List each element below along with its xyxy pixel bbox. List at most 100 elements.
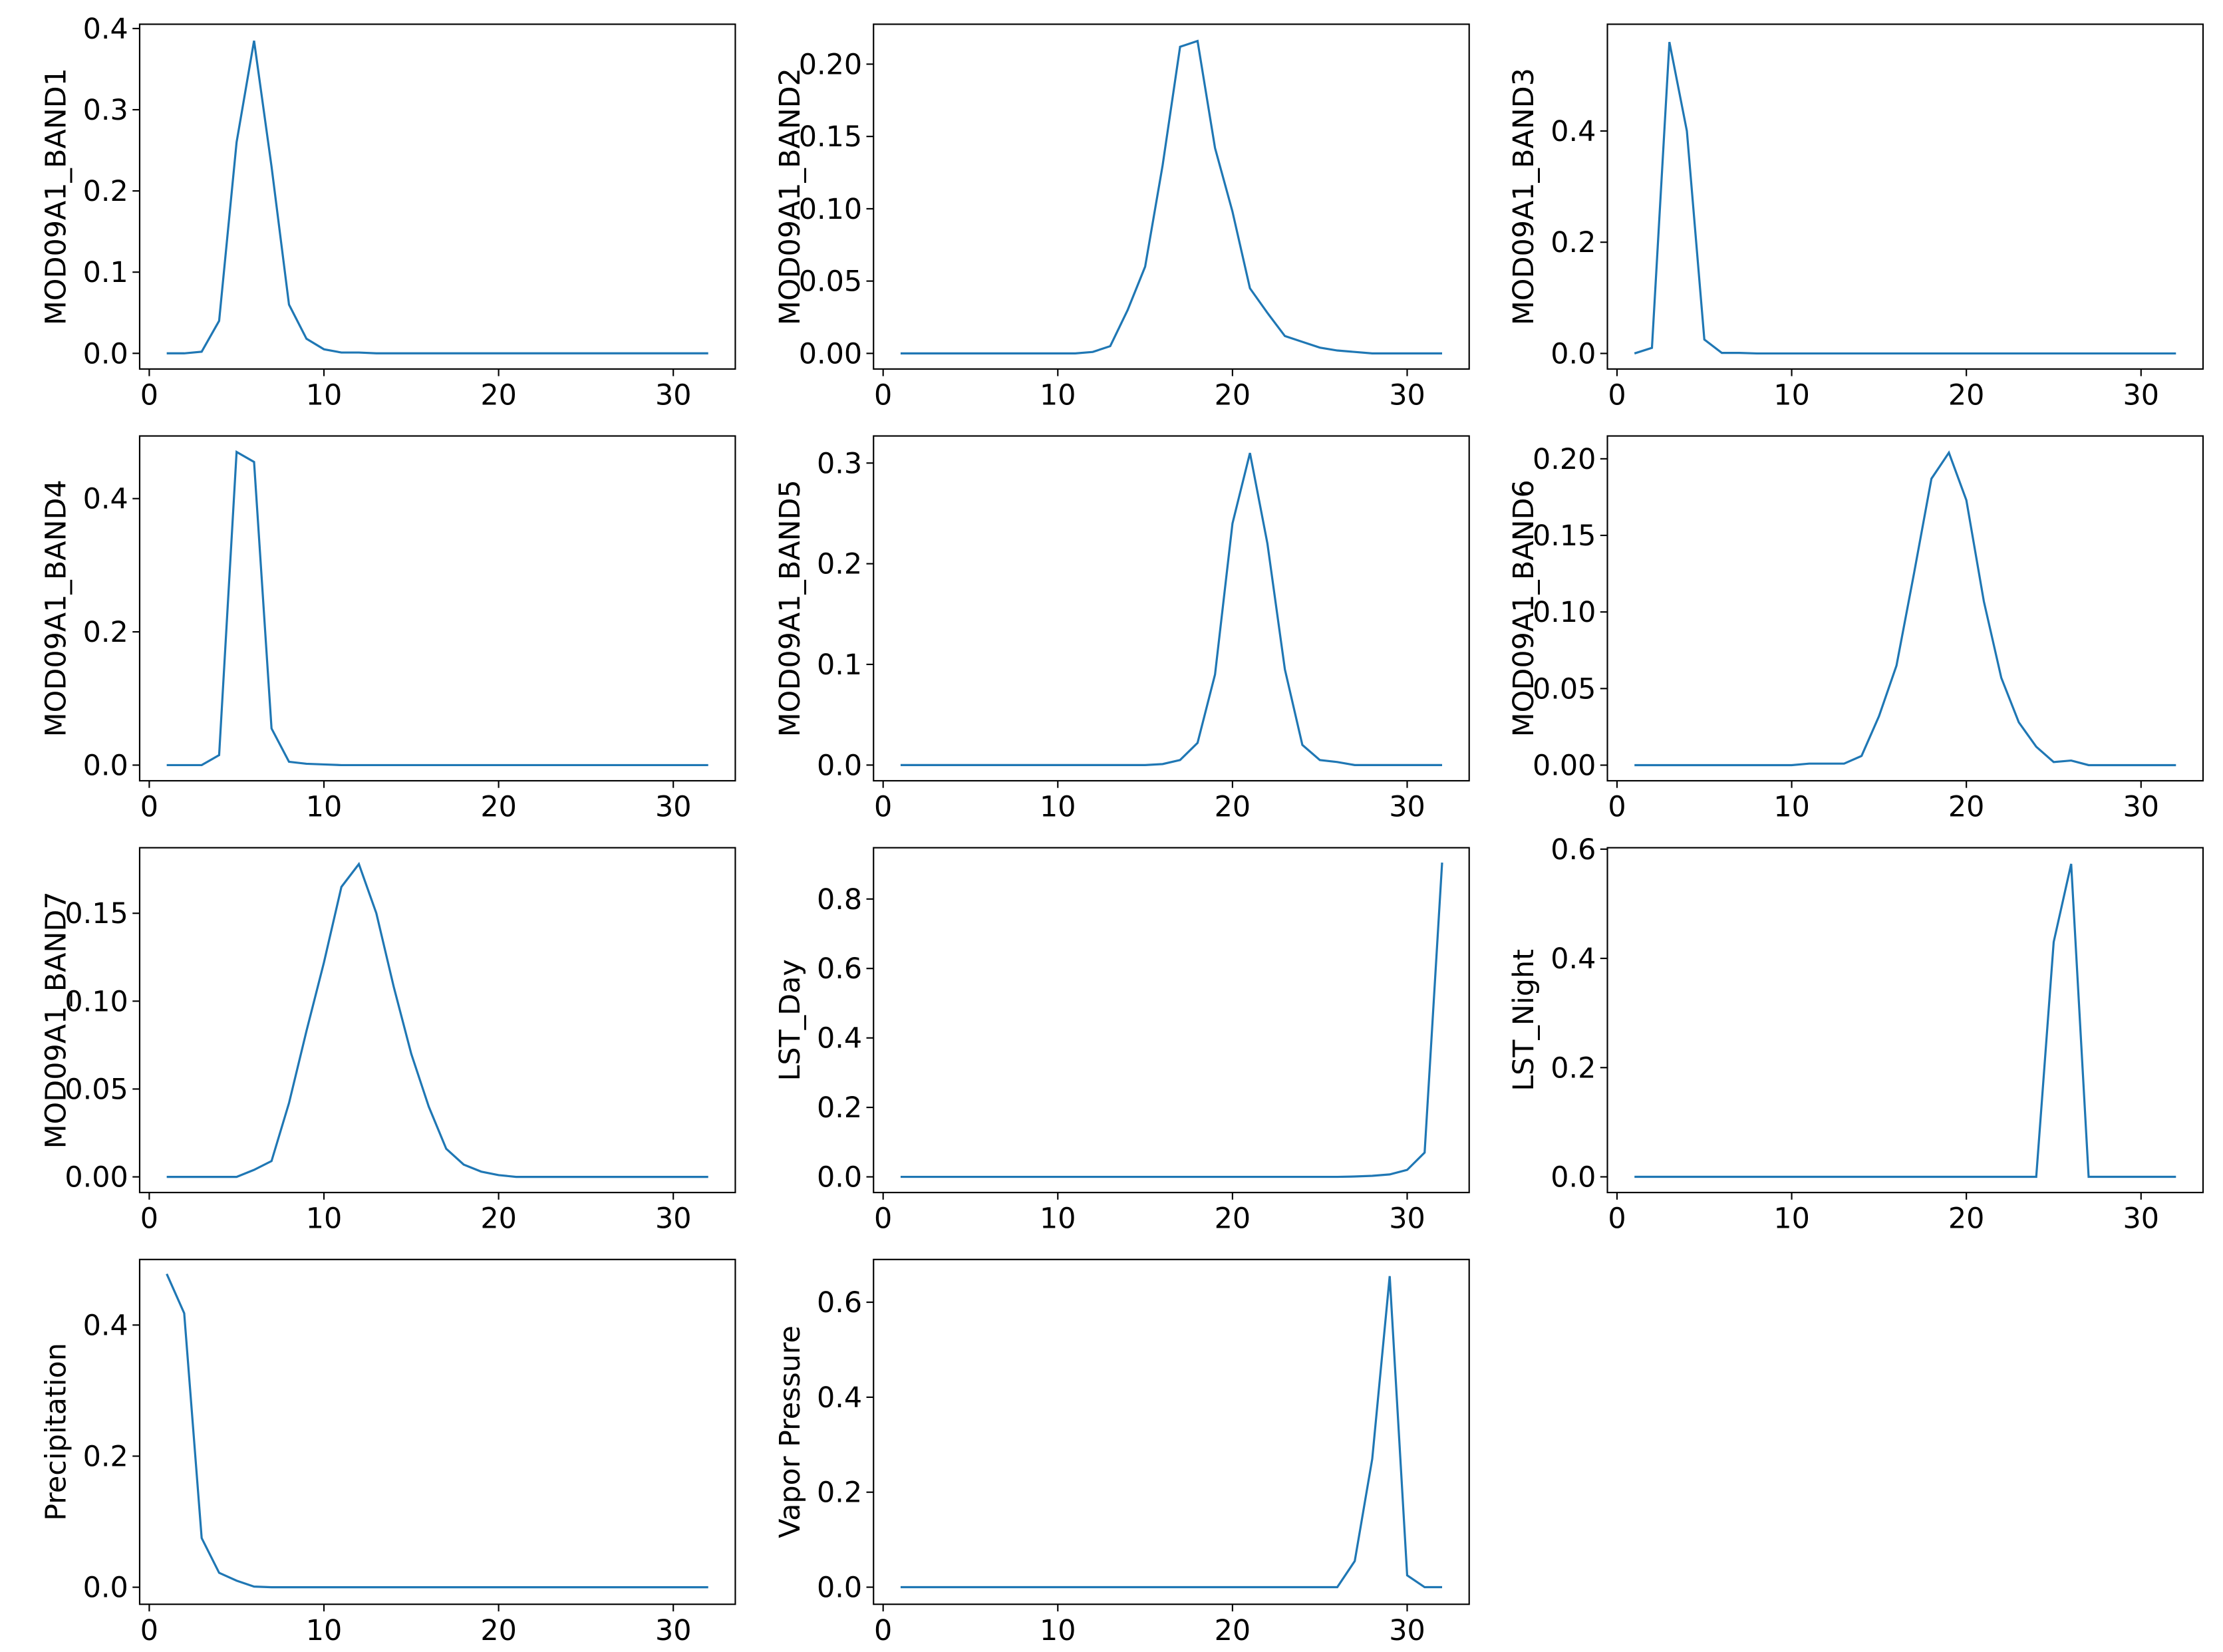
y-axis-label: MOD09A1_BAND3 [1507,68,1541,325]
x-tick-label: 0 [1608,791,1626,824]
subplot: 0.0 0.2 0.4 0 10 20 30 MOD09A1_BAND4 [40,435,736,824]
y-tick-label: 0.2 [1551,226,1596,259]
x-tick-label: 0 [140,791,158,824]
y-tick-label: 0.0 [83,337,128,370]
subplot: 0.0 0.1 0.2 0.3 0 10 20 30 MOD09A1_BAND5 [774,435,1470,824]
y-tick-label: 0.3 [817,447,862,480]
y-axis-label: MOD09A1_BAND7 [40,891,73,1149]
x-tick-label: 30 [655,1614,692,1647]
y-tick-label: 0.10 [65,985,128,1018]
axes-frame [873,435,1470,782]
x-tick-label: 30 [2123,378,2160,412]
y-tick-label: 0.00 [65,1161,128,1194]
x-tick-label: 30 [1389,378,1425,412]
x-tick-label: 10 [306,378,342,412]
y-tick-label: 0.0 [817,749,862,782]
x-tick-label: 0 [874,1202,892,1236]
y-tick-label: 0.2 [817,1091,862,1125]
y-tick-label: 0.4 [1551,942,1596,976]
axes-frame [138,23,736,370]
data-line [1634,450,2176,767]
x-tick-label: 30 [1389,1614,1425,1647]
x-tick-label: 0 [140,1202,158,1236]
x-tick-label: 0 [874,1614,892,1647]
data-line [900,862,1443,1178]
x-tick-label: 30 [1389,791,1425,824]
x-tick-label: 0 [140,1614,158,1647]
y-tick-label: 0.4 [1551,115,1596,148]
y-tick-label: 0.0 [83,1572,128,1605]
x-tick-label: 20 [480,1202,517,1236]
x-tick-label: 20 [1215,1614,1251,1647]
y-tick-label: 0.6 [817,952,862,986]
y-tick-label: 0.0 [817,1161,862,1194]
x-tick-label: 20 [1215,378,1251,412]
subplot: 0.0 0.1 0.2 0.3 0.4 0 10 20 30 MOD09A1_BAND1 [40,13,736,412]
subplot: 0.0 0.2 0.4 0.6 0 10 20 30 LST_Night [1507,833,2204,1236]
y-tick-label: 0.10 [1533,596,1596,629]
x-tick-label: 0 [874,791,892,824]
y-axis-label: MOD09A1_BAND5 [774,480,807,737]
axes-frame [1606,23,2204,370]
x-tick-label: 20 [1215,791,1251,824]
data-line [1634,41,2176,355]
y-tick-label: 0.20 [799,48,862,81]
axes-frame [138,847,736,1194]
x-tick-label: 10 [1773,791,1810,824]
y-tick-label: 0.05 [1533,672,1596,706]
data-line [166,450,708,767]
y-tick-label: 0.0 [1551,337,1596,370]
y-tick-label: 0.2 [817,1476,862,1510]
y-tick-label: 0.15 [1533,519,1596,553]
x-tick-label: 0 [1608,1202,1626,1236]
y-tick-label: 0.4 [83,1309,128,1342]
x-tick-label: 20 [1215,1202,1251,1236]
y-tick-label: 0.0 [1551,1161,1596,1194]
x-tick-label: 10 [1040,1614,1076,1647]
x-tick-label: 30 [2123,791,2160,824]
y-axis-label: MOD09A1_BAND2 [774,68,807,325]
y-tick-label: 0.0 [817,1572,862,1605]
x-tick-label: 10 [1040,791,1076,824]
data-line [900,39,1443,354]
y-tick-label: 0.05 [65,1073,128,1106]
y-tick-label: 0.00 [799,337,862,370]
subplot: 0.00 0.05 0.10 0.15 0 10 20 30 MOD09A1_BAND7 [40,847,736,1236]
x-tick-label: 10 [306,1614,342,1647]
y-tick-label: 0.4 [817,1381,862,1415]
x-tick-label: 20 [1948,1202,1985,1236]
x-tick-label: 0 [874,378,892,412]
y-tick-label: 0.00 [1533,749,1596,782]
y-tick-label: 0.05 [799,265,862,299]
x-tick-label: 10 [1040,1202,1076,1236]
x-tick-label: 20 [480,378,517,412]
subplot: 0.0 0.2 0.4 0.6 0.8 0 10 20 30 LST_Day [774,847,1470,1236]
data-line [900,452,1443,766]
x-tick-label: 30 [655,1202,692,1236]
axes-frame [1606,435,2204,782]
x-tick-label: 30 [655,791,692,824]
y-tick-label: 0.4 [817,1022,862,1055]
y-tick-label: 0.4 [83,13,128,46]
subplot: 0.00 0.05 0.10 0.15 0.20 0 10 20 30 MOD09A1_BAND2 [774,23,1470,412]
x-tick-label: 20 [480,791,517,824]
x-tick-label: 20 [1948,791,1985,824]
data-line [900,1276,1443,1589]
data-line [166,861,708,1178]
y-tick-label: 0.8 [817,883,862,916]
y-axis-label: MOD09A1_BAND4 [40,480,73,737]
y-tick-label: 0.0 [83,749,128,782]
y-tick-label: 0.4 [83,483,128,516]
y-tick-label: 0.2 [83,175,128,208]
x-tick-label: 10 [306,791,342,824]
x-tick-label: 20 [1948,378,1985,412]
y-tick-label: 0.15 [799,120,862,154]
y-axis-label: MOD09A1_BAND1 [40,68,73,325]
y-axis-label: Vapor Pressure [774,1325,807,1538]
x-tick-label: 20 [480,1614,517,1647]
y-axis-label: LST_Day [774,959,807,1081]
x-tick-label: 0 [1608,378,1626,412]
axes-frame [1606,847,2204,1194]
y-tick-label: 0.2 [83,1440,128,1473]
axes-frame [873,23,1470,370]
